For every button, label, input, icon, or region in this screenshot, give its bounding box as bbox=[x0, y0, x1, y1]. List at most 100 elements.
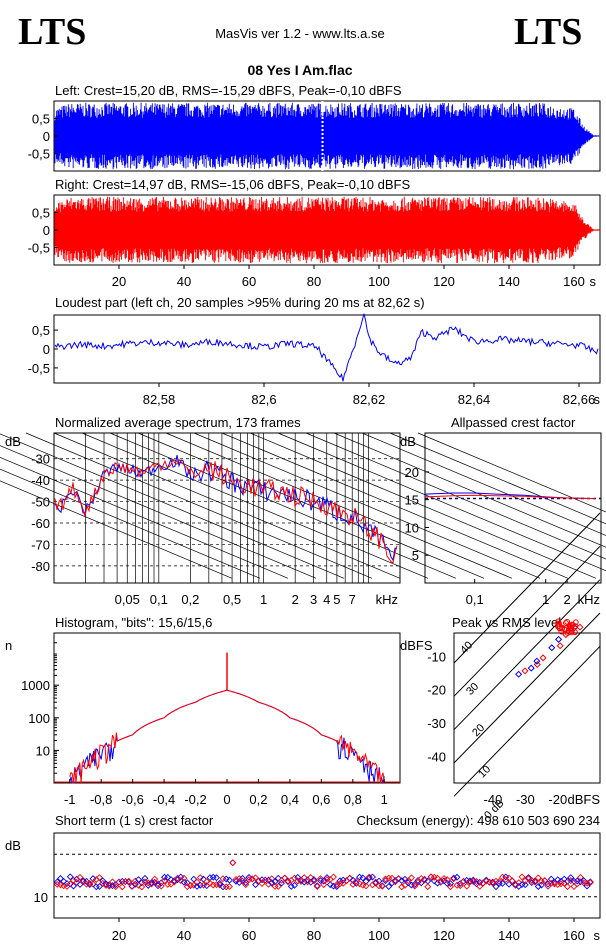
short-crest-point bbox=[443, 876, 451, 884]
short-crest-xtick-label: 60 bbox=[242, 928, 256, 943]
allpass-xtick-label: 1 bbox=[542, 592, 549, 607]
peak-rms-xtick-label: -40 bbox=[484, 792, 503, 807]
peak-rms-yunit: dBFS bbox=[400, 638, 433, 653]
spectrum-ytick-label: -70 bbox=[31, 537, 50, 552]
spectrum-slope bbox=[277, 432, 606, 572]
short-crest-point bbox=[284, 878, 292, 886]
short-crest-point bbox=[317, 875, 324, 882]
short-crest-point bbox=[476, 882, 484, 890]
short-crest-point bbox=[463, 882, 471, 890]
short-crest-xtick-label: 100 bbox=[368, 928, 390, 943]
peak-rms-point bbox=[548, 644, 556, 652]
spectrum-slope bbox=[81, 432, 429, 579]
short-crest-point bbox=[313, 883, 321, 890]
spectrum-series-left bbox=[54, 455, 398, 562]
right-xtick-label: 140 bbox=[498, 274, 520, 289]
short-crest-point bbox=[453, 873, 461, 881]
short-crest-point bbox=[359, 874, 367, 882]
allpass-xtick-label: 2 bbox=[563, 592, 570, 607]
spectrum-xtick-label: 7 bbox=[349, 592, 356, 607]
short-crest-xtick-label: 40 bbox=[177, 928, 191, 943]
short-crest-point bbox=[239, 877, 246, 885]
peak-rms-cluster-point bbox=[555, 620, 561, 627]
short-crest-point bbox=[424, 877, 432, 885]
peak-rms-diag-label: 40 bbox=[458, 639, 475, 656]
short-crest-point bbox=[369, 873, 376, 881]
spectrum-xtick-label: 0,5 bbox=[223, 592, 241, 607]
peak-rms-diag-label: 10 bbox=[476, 763, 493, 780]
peak-rms-ytick-label: -40 bbox=[427, 749, 446, 764]
spectrum-slope bbox=[0, 456, 289, 579]
loudest-frame bbox=[53, 314, 601, 384]
logo-left: LTS bbox=[18, 11, 87, 53]
spectrum-xtick-label: 2 bbox=[292, 592, 299, 607]
histogram-xtick-label: -0,2 bbox=[184, 792, 206, 807]
peak-rms-diagonal bbox=[453, 612, 601, 764]
short-crest-xtick-label: 140 bbox=[498, 928, 520, 943]
short-crest-point bbox=[216, 879, 224, 887]
loudest-ytick-label: 0 bbox=[43, 342, 50, 357]
short-crest-point bbox=[66, 873, 74, 881]
short-crest-point bbox=[177, 873, 185, 881]
short-crest-point bbox=[242, 881, 250, 889]
spectrum-x-unit: kHz bbox=[376, 592, 398, 607]
short-crest-point bbox=[547, 875, 555, 883]
spectrum-slope bbox=[389, 432, 606, 525]
short-crest-point bbox=[378, 882, 386, 890]
spectrum-ytick-label: -60 bbox=[31, 516, 50, 531]
spectrum-ytick-label: -50 bbox=[31, 495, 50, 510]
peak-rms-point bbox=[556, 642, 564, 650]
spectrum-slope bbox=[109, 432, 457, 579]
peak-rms-xtick-label: -20 bbox=[548, 792, 567, 807]
loudest-x-unit: s bbox=[594, 392, 601, 407]
short-crest-point bbox=[421, 876, 428, 884]
spectrum-slope bbox=[305, 432, 606, 560]
short-crest-point bbox=[499, 879, 506, 887]
loudest-xtick-label: 82,58 bbox=[143, 392, 176, 407]
left-wave-ytick-label: -0,5 bbox=[28, 147, 50, 162]
short-crest-point bbox=[310, 877, 318, 885]
checksum-text: Checksum (energy): 498 610 503 690 234 bbox=[356, 813, 600, 828]
short-crest-point bbox=[109, 878, 116, 886]
short-crest-point bbox=[193, 882, 201, 890]
spectrum-slope bbox=[193, 432, 541, 579]
short-crest-xtick-label: 120 bbox=[433, 928, 455, 943]
loudest-xtick-label: 82,62 bbox=[353, 392, 386, 407]
histogram-xtick-label: 0 bbox=[223, 792, 230, 807]
short-crest-point bbox=[141, 878, 149, 886]
short-crest-point bbox=[447, 883, 454, 891]
peak-rms-title: Peak vs RMS level bbox=[452, 615, 561, 630]
peak-rms-ytick-label: -20 bbox=[427, 683, 446, 698]
peak-rms-cluster-point bbox=[572, 629, 578, 636]
spectrum-ytick-label: -30 bbox=[31, 452, 50, 467]
peak-rms-diag-label: 20 bbox=[470, 722, 487, 739]
short-crest-point bbox=[76, 873, 84, 881]
short-crest-point bbox=[362, 877, 370, 885]
short-crest-point bbox=[505, 880, 513, 888]
short-crest-point bbox=[252, 881, 259, 889]
peak-rms-cluster-point bbox=[555, 618, 562, 625]
short-crest-point bbox=[128, 882, 136, 890]
short-crest-point bbox=[248, 875, 256, 883]
short-crest-yunit: dB bbox=[5, 838, 21, 853]
peak-rms-ytick-label: -30 bbox=[427, 716, 446, 731]
short-crest-point bbox=[226, 876, 233, 884]
left-wave-signal bbox=[54, 102, 600, 170]
spectrum-slope bbox=[333, 432, 606, 548]
short-crest-point bbox=[356, 880, 363, 888]
peak-rms-xtick-label: -30 bbox=[516, 792, 535, 807]
spectrum-xtick-label: 5 bbox=[333, 592, 340, 607]
short-crest-point bbox=[586, 878, 594, 886]
right-xtick-label: 80 bbox=[307, 274, 321, 289]
short-crest-point bbox=[586, 879, 594, 887]
short-crest-point bbox=[330, 873, 337, 881]
short-crest-ytick-label: 10 bbox=[34, 890, 48, 905]
short-crest-point bbox=[180, 874, 188, 882]
logo-right: LTS bbox=[514, 11, 583, 53]
peak-rms-cluster-point bbox=[564, 618, 571, 625]
short-crest-point bbox=[265, 880, 272, 888]
spectrum-ytick-label: -80 bbox=[31, 559, 50, 574]
spectrum-grid bbox=[0, 432, 606, 583]
peak-rms-point bbox=[521, 667, 529, 675]
